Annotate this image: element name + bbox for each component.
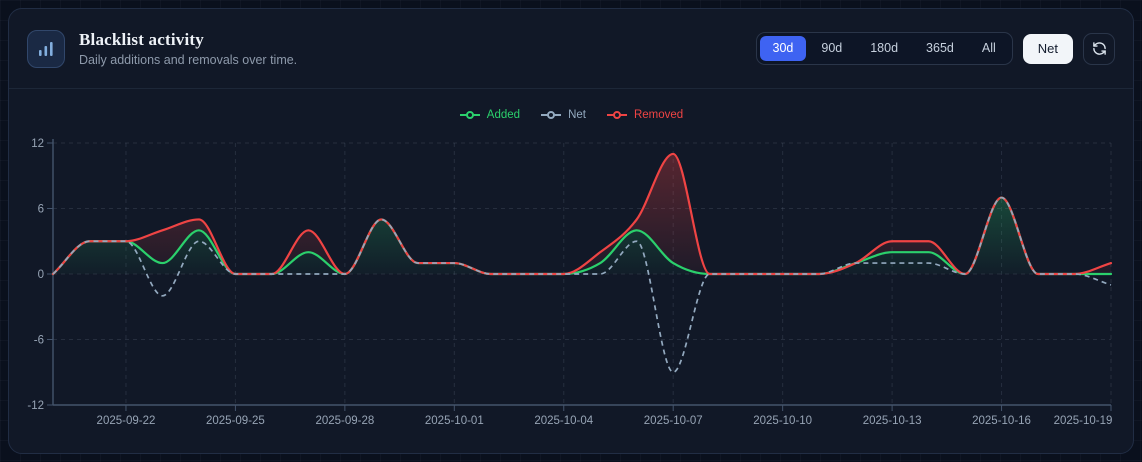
legend-label: Added — [486, 109, 521, 121]
net-line — [52, 196, 1112, 374]
chart-section: Added Net Removed 12 6 0 -6 -12 2025-09-22 2025-… — [9, 89, 1133, 453]
header-left: Blacklist activity Daily additions and r… — [27, 29, 297, 68]
chart-canvas: 12 6 0 -6 -12 2025-09-22 2025-09-25 2025-09-28 2… — [27, 138, 1113, 427]
y-tick-label: -12 — [27, 400, 44, 412]
x-tick-label: 2025-09-25 — [206, 415, 265, 427]
header-controls: 30d 90d 180d 365d All Net — [755, 32, 1115, 65]
header-titles: Blacklist activity Daily additions and r… — [79, 30, 297, 67]
page-title: Blacklist activity — [79, 30, 204, 49]
legend-marker-icon — [541, 111, 562, 119]
legend-marker-icon — [459, 111, 480, 119]
refresh-button[interactable] — [1083, 32, 1115, 65]
card-header: Blacklist activity Daily additions and r… — [9, 9, 1133, 89]
range-button-180d[interactable]: 180d — [857, 36, 911, 61]
range-button-365d[interactable]: 365d — [913, 36, 967, 61]
y-tick-label: 0 — [38, 269, 44, 281]
x-tick-label: 2025-10-13 — [863, 415, 922, 427]
x-tick-label: 2025-09-22 — [97, 415, 156, 427]
legend-marker-icon — [606, 111, 627, 119]
range-button-90d[interactable]: 90d — [808, 36, 855, 61]
y-tick-label: -6 — [34, 335, 44, 347]
added-area — [53, 197, 1111, 274]
refresh-icon — [1092, 42, 1106, 55]
chart-legend: Added Net Removed — [9, 109, 1133, 121]
bar-chart-icon — [27, 29, 65, 68]
y-tick-label: 12 — [31, 138, 44, 150]
net-toggle-button[interactable]: Net — [1022, 33, 1073, 64]
legend-item-added[interactable]: Added — [459, 109, 520, 121]
x-tick-label: 2025-10-16 — [972, 415, 1031, 427]
legend-label: Net — [568, 109, 586, 121]
removed-area — [53, 153, 1111, 274]
range-selector: 30d 90d 180d 365d All — [755, 32, 1013, 65]
blacklist-activity-card: Blacklist activity Daily additions and r… — [8, 8, 1134, 454]
legend-item-removed[interactable]: Removed — [606, 109, 683, 121]
y-tick-label: 6 — [38, 204, 44, 216]
x-tick-label: 2025-10-04 — [534, 415, 593, 427]
range-button-all[interactable]: All — [969, 36, 1009, 61]
legend-item-net[interactable]: Net — [540, 109, 586, 121]
x-tick-label: 2025-10-01 — [425, 415, 484, 427]
x-tick-label: 2025-09-28 — [315, 415, 374, 427]
x-tick-label: 2025-10-19 — [1054, 415, 1113, 427]
range-button-30d[interactable]: 30d — [759, 36, 807, 61]
legend-label: Removed — [633, 109, 684, 121]
bar-chart-icon-glyph — [39, 41, 53, 56]
x-tick-label: 2025-10-07 — [644, 415, 703, 427]
page-subtitle: Daily additions and removals over time. — [79, 53, 298, 67]
x-tick-label: 2025-10-10 — [753, 415, 812, 427]
